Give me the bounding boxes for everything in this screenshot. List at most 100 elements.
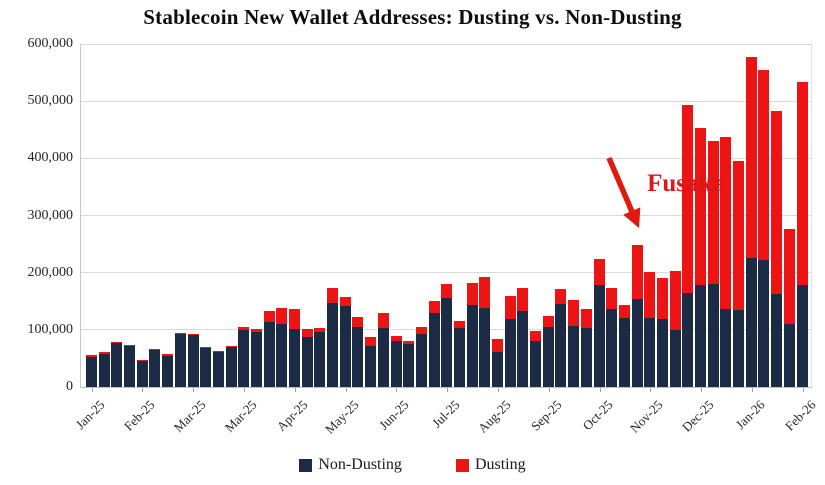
x-axis-label: Dec-25 — [679, 397, 717, 435]
x-axis-label: Mar-25 — [221, 397, 260, 435]
bar-segment-non-dusting — [618, 318, 630, 387]
bar-segment-dusting — [720, 136, 732, 310]
bar — [339, 296, 351, 387]
bar — [200, 347, 212, 387]
bars-group — [86, 44, 808, 387]
bar-segment-non-dusting — [745, 258, 757, 387]
bar — [441, 284, 453, 387]
bar-segment-dusting — [339, 296, 351, 307]
bar-segment-non-dusting — [200, 348, 212, 387]
x-axis-label: Jun-25 — [376, 397, 412, 433]
gridline — [81, 43, 811, 45]
bar — [238, 326, 250, 387]
bar-segment-non-dusting — [656, 319, 668, 387]
bar-segment-dusting — [682, 104, 694, 293]
bar-segment-dusting — [555, 288, 567, 304]
legend-item-non-dusting: Non-Dusting — [299, 456, 402, 474]
bar-segment-dusting — [403, 340, 415, 345]
x-axis-tick — [294, 388, 296, 392]
bar-segment-non-dusting — [771, 294, 783, 387]
bar-segment-non-dusting — [644, 317, 656, 387]
bar — [377, 313, 389, 387]
bar-segment-dusting — [200, 347, 212, 349]
bar — [466, 283, 478, 387]
bar — [403, 340, 415, 387]
bar-segment-non-dusting — [504, 319, 516, 387]
bar-segment-non-dusting — [352, 327, 364, 387]
bar — [415, 326, 427, 387]
bar-segment-non-dusting — [86, 356, 97, 387]
bar-segment-non-dusting — [758, 260, 770, 387]
bar — [212, 350, 224, 387]
bar-segment-non-dusting — [403, 344, 415, 387]
bar-segment-non-dusting — [390, 340, 402, 387]
bar — [644, 272, 656, 387]
bar-segment-non-dusting — [593, 285, 605, 387]
bar-segment-dusting — [98, 352, 110, 354]
x-axis-tick — [396, 388, 398, 392]
bar — [733, 161, 745, 387]
bar — [276, 307, 288, 387]
bar — [530, 331, 542, 387]
bar-segment-dusting — [111, 341, 123, 343]
bar-segment-dusting — [453, 320, 465, 328]
bar-segment-dusting — [352, 317, 364, 327]
bar-segment-non-dusting — [250, 331, 262, 387]
x-axis-tick — [701, 388, 703, 392]
bar-segment-dusting — [631, 245, 643, 299]
bar — [289, 309, 300, 387]
x-axis-tick — [447, 388, 449, 392]
bar — [758, 70, 770, 387]
bar — [707, 140, 719, 387]
bar — [124, 344, 136, 387]
bar-segment-dusting — [758, 70, 770, 261]
bar — [656, 277, 668, 387]
bar-segment-dusting — [707, 140, 719, 284]
bar-segment-non-dusting — [225, 347, 237, 387]
x-axis-label: Nov-25 — [627, 397, 666, 436]
bar-segment-dusting — [149, 349, 161, 351]
bar-segment-non-dusting — [466, 305, 478, 387]
bar-segment-dusting — [238, 326, 250, 330]
bar-segment-non-dusting — [238, 329, 250, 387]
bar-segment-dusting — [390, 335, 402, 341]
bar-segment-dusting — [504, 295, 516, 319]
bar — [314, 327, 326, 387]
bar-segment-dusting — [212, 350, 224, 352]
bar-segment-non-dusting — [517, 311, 529, 387]
bar — [492, 339, 503, 387]
bar-segment-dusting — [428, 301, 440, 313]
bar — [453, 320, 465, 387]
bar-segment-non-dusting — [174, 333, 186, 387]
plot-area: 0 100,000 200,000 300,000 400,000 500,000 600,… — [28, 36, 819, 437]
fusaka-annotation: Fusaka — [647, 170, 725, 197]
bar-segment-dusting — [745, 57, 757, 259]
x-axis-tick — [548, 388, 550, 392]
bar-segment-dusting — [733, 161, 745, 311]
bar-segment-non-dusting — [682, 292, 694, 387]
bar — [695, 127, 706, 387]
bar-segment-dusting — [301, 329, 313, 338]
bar-segment-dusting — [580, 309, 592, 328]
bar-segment-non-dusting — [555, 303, 567, 387]
bar-segment-non-dusting — [441, 297, 453, 387]
bar-segment-non-dusting — [580, 327, 592, 387]
bar — [720, 136, 732, 387]
bar-segment-non-dusting — [530, 340, 542, 387]
bar-segment-dusting — [327, 287, 339, 303]
bar-segment-non-dusting — [707, 283, 719, 387]
legend: Non-Dusting Dusting — [0, 456, 825, 474]
bar-segment-non-dusting — [568, 326, 580, 387]
bar — [555, 288, 567, 387]
x-axis-label: Jan-26 — [732, 397, 768, 433]
bar-segment-dusting — [479, 277, 491, 309]
bar-segment-non-dusting — [365, 346, 377, 387]
x-axis-label: Jul-25 — [429, 397, 463, 431]
bar-segment-non-dusting — [187, 335, 199, 387]
bar-segment-dusting — [365, 337, 377, 347]
legend-label-non-dusting: Non-Dusting — [318, 456, 402, 473]
y-axis-label: 100,000 — [27, 321, 74, 337]
bar-segment-non-dusting — [263, 322, 275, 387]
bar-segment-dusting — [593, 258, 605, 286]
bar-segment-dusting — [289, 309, 300, 329]
